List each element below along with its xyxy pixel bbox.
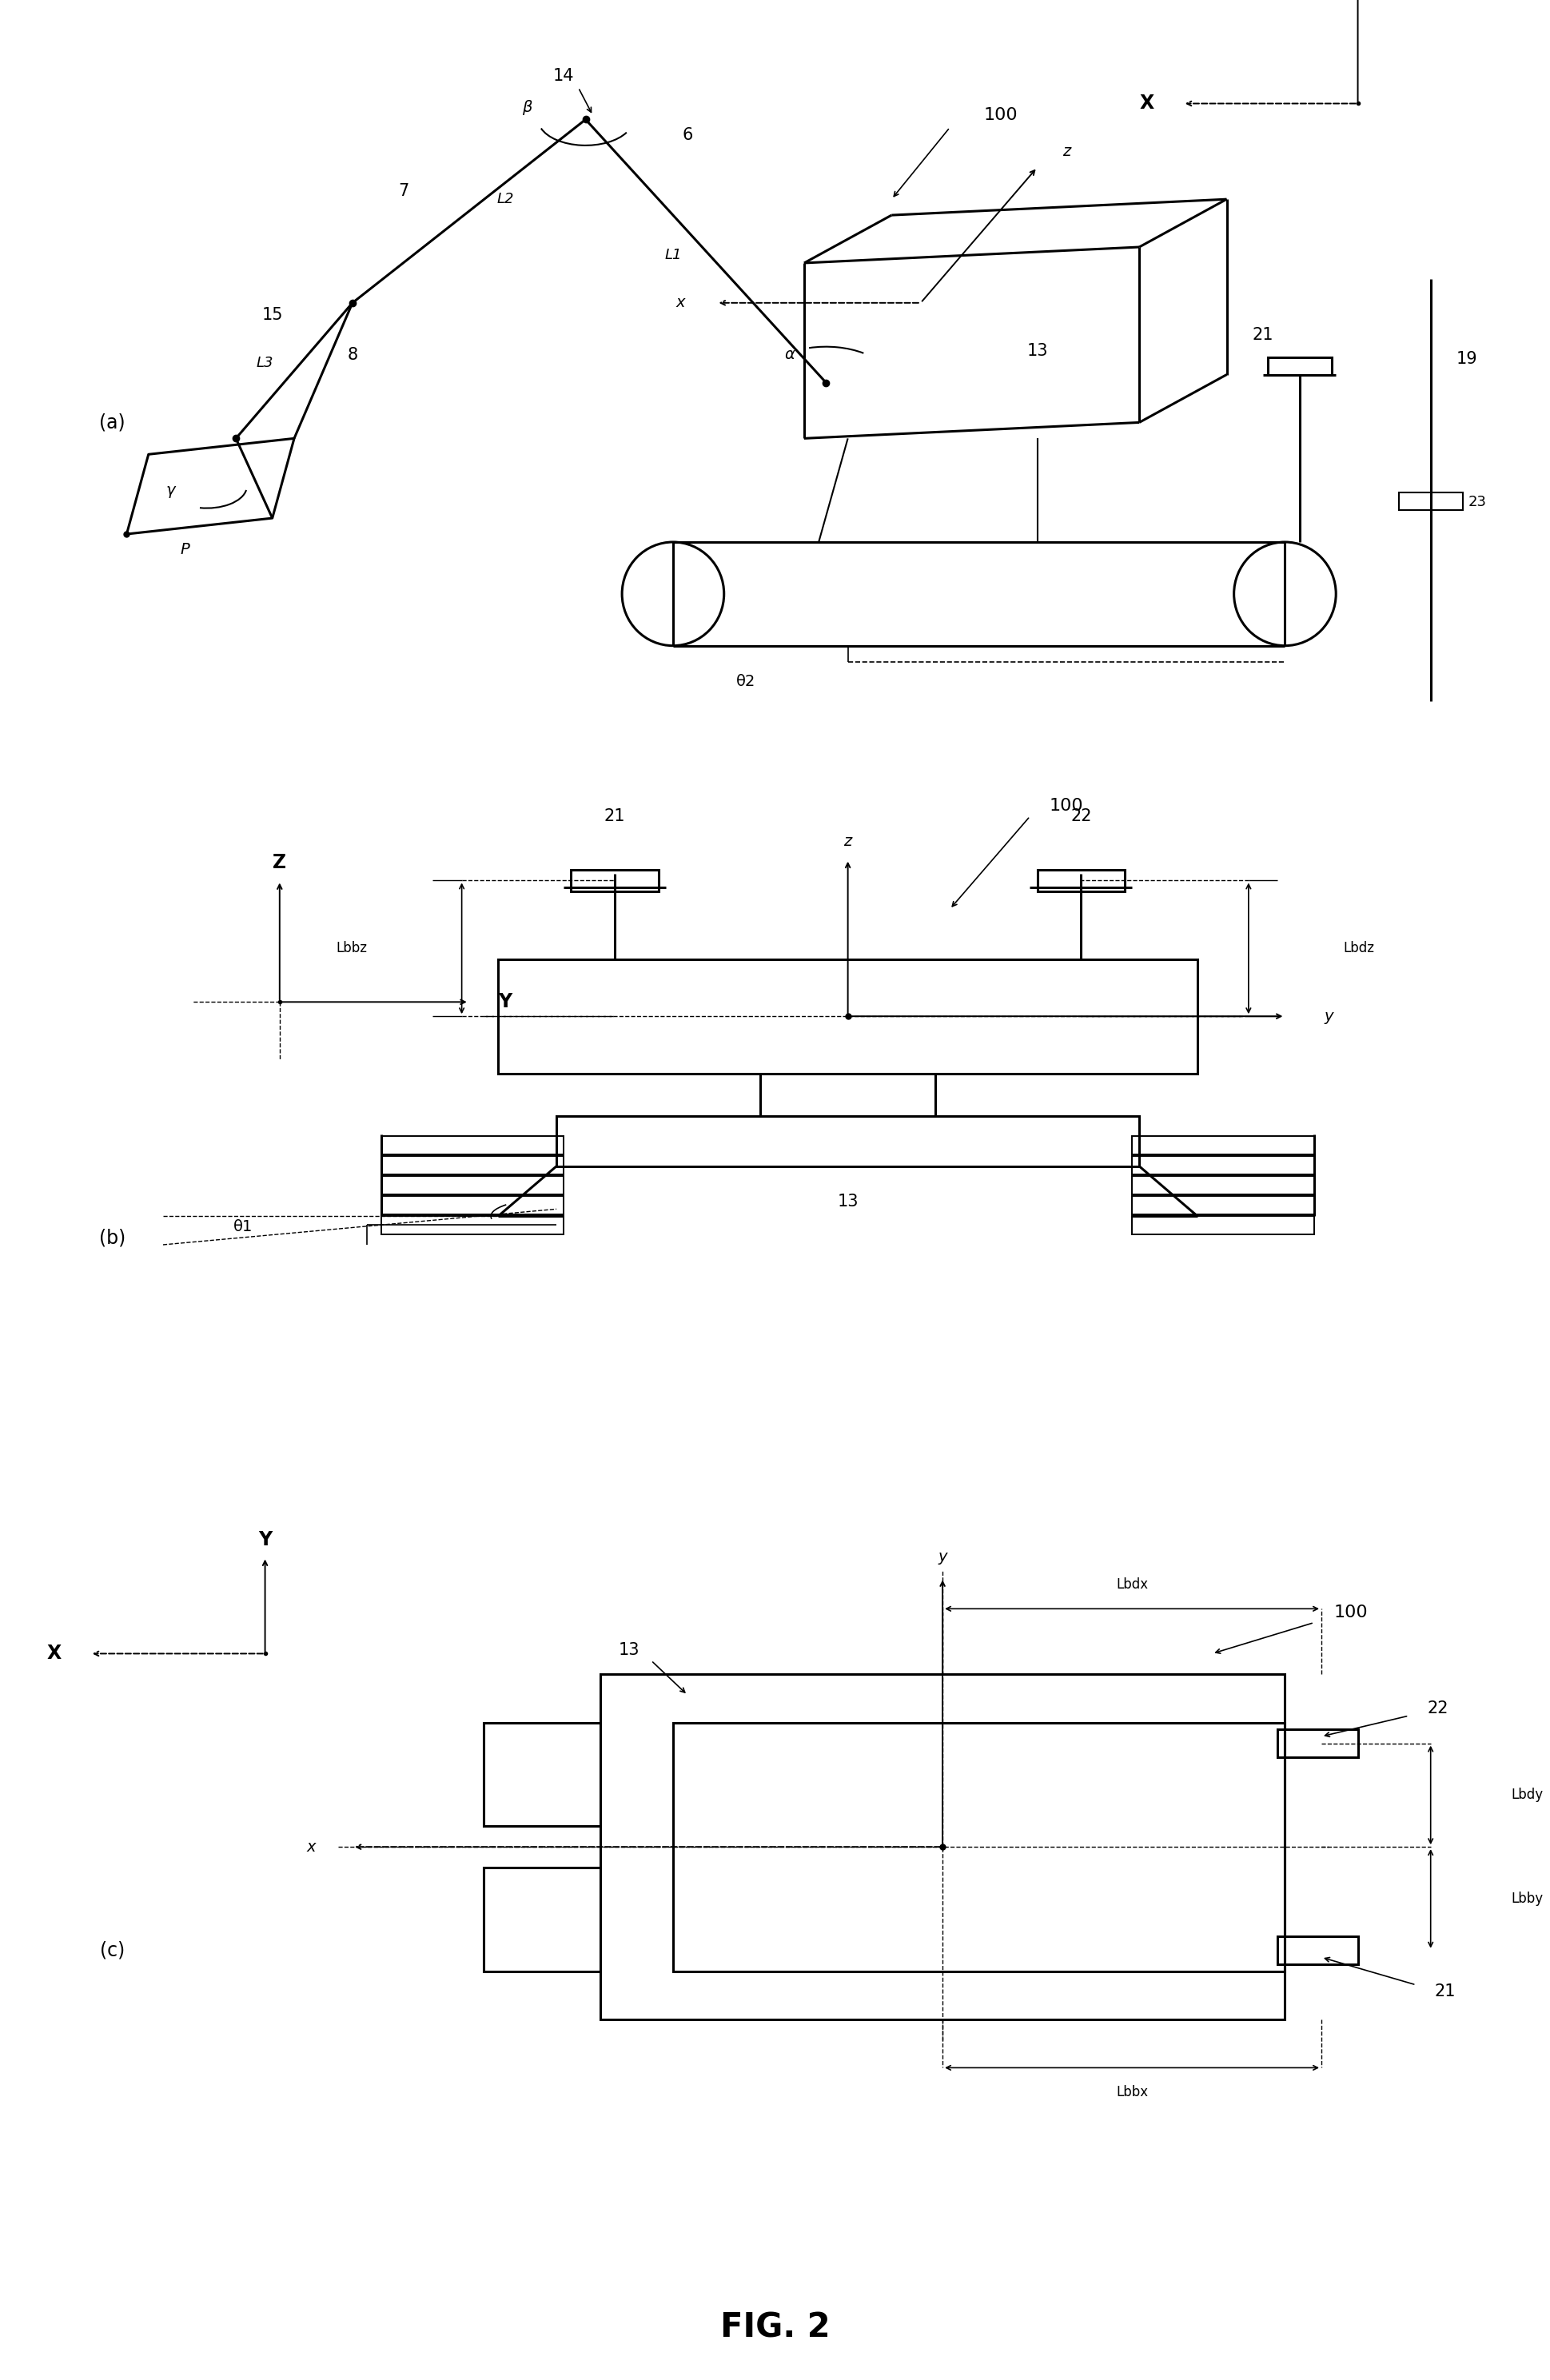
Bar: [498, 959, 1198, 1073]
Text: L1: L1: [665, 248, 682, 262]
Bar: [673, 1723, 1285, 1971]
Text: 100: 100: [1333, 1604, 1367, 1621]
Bar: [381, 1176, 564, 1195]
Text: Lbbz: Lbbz: [336, 940, 367, 957]
Text: 15: 15: [262, 307, 284, 324]
Bar: [1132, 1176, 1314, 1195]
Text: α: α: [784, 347, 795, 362]
Text: Lbbx: Lbbx: [1116, 2085, 1149, 2099]
Bar: [1132, 1216, 1314, 1235]
Text: x: x: [307, 1840, 316, 1854]
Text: 7: 7: [398, 183, 409, 200]
Bar: [381, 1157, 564, 1173]
Text: 19: 19: [1457, 350, 1477, 367]
Text: L3: L3: [256, 355, 274, 369]
Text: FIG. 2: FIG. 2: [721, 2311, 829, 2344]
Bar: [1037, 871, 1125, 892]
Text: X: X: [1139, 93, 1153, 114]
Text: 6: 6: [682, 129, 693, 143]
Text: 13: 13: [618, 1642, 640, 1659]
Bar: [1277, 1730, 1358, 1756]
Text: 21: 21: [604, 809, 625, 823]
Text: x: x: [676, 295, 685, 309]
Text: 13: 13: [1026, 343, 1048, 359]
Text: P: P: [180, 543, 189, 557]
Text: Lbdx: Lbdx: [1116, 1578, 1149, 1592]
Text: β: β: [522, 100, 532, 114]
Text: z: z: [1062, 143, 1071, 159]
Text: y: y: [1324, 1009, 1333, 1023]
Bar: [381, 1135, 564, 1154]
Text: 22: 22: [1071, 809, 1091, 823]
Bar: [1268, 357, 1331, 374]
Text: Lbby: Lbby: [1511, 1892, 1542, 1906]
Text: 14: 14: [553, 67, 575, 83]
Bar: [1398, 493, 1463, 509]
Text: (c): (c): [99, 1940, 124, 1961]
Text: y: y: [938, 1549, 947, 1564]
Bar: [1277, 1937, 1358, 1963]
Text: z: z: [843, 833, 853, 850]
Text: Y: Y: [499, 992, 513, 1012]
Text: 100: 100: [1049, 797, 1083, 814]
Text: L2: L2: [498, 193, 515, 207]
Text: 22: 22: [1428, 1702, 1449, 1716]
Text: 100: 100: [984, 107, 1018, 124]
Text: 21: 21: [1252, 326, 1274, 343]
Bar: [570, 871, 659, 892]
Bar: [556, 1116, 1139, 1166]
Text: θ2: θ2: [736, 674, 755, 690]
Bar: [1132, 1135, 1314, 1154]
Text: Z: Z: [273, 852, 287, 873]
Bar: [484, 1723, 600, 1825]
Bar: [484, 1868, 600, 1971]
Text: 13: 13: [837, 1195, 859, 1209]
Text: 23: 23: [1468, 495, 1486, 509]
Text: X: X: [46, 1645, 60, 1664]
Text: θ1: θ1: [234, 1219, 253, 1235]
Bar: [381, 1216, 564, 1235]
Text: 21: 21: [1435, 1985, 1455, 1999]
Bar: [600, 1676, 1285, 2018]
Text: Lbdz: Lbdz: [1344, 940, 1375, 957]
Text: Lbdy: Lbdy: [1511, 1787, 1542, 1802]
Text: Y: Y: [259, 1530, 271, 1549]
Text: (b): (b): [99, 1228, 126, 1247]
Text: (a): (a): [99, 412, 126, 433]
Bar: [381, 1197, 564, 1214]
Text: γ: γ: [166, 483, 175, 497]
Text: 8: 8: [347, 347, 358, 362]
Bar: [1132, 1197, 1314, 1214]
Bar: [1132, 1157, 1314, 1173]
